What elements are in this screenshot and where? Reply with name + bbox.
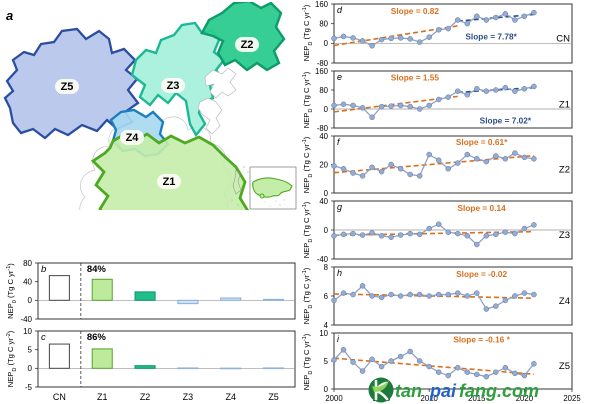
svg-text:Z3: Z3 <box>183 392 194 402</box>
svg-text:NEPD (Tg C yr-1): NEPD (Tg C yr-1) <box>302 201 314 258</box>
svg-text:40: 40 <box>23 277 32 286</box>
svg-text:Z2: Z2 <box>241 39 254 51</box>
svg-text:NEP0 (Tg C yr-1): NEP0 (Tg C yr-1) <box>6 263 18 319</box>
svg-text:80: 80 <box>23 259 32 268</box>
svg-text:Z1: Z1 <box>163 176 176 188</box>
svg-text:Z5: Z5 <box>61 81 74 93</box>
svg-text:NEPD (Tg C yr-1): NEPD (Tg C yr-1) <box>302 4 314 61</box>
svg-text:Z5: Z5 <box>268 392 279 402</box>
svg-text:Z2: Z2 <box>140 392 151 402</box>
svg-text:84%: 84% <box>87 264 107 275</box>
svg-text:0: 0 <box>28 296 33 305</box>
svg-text:NEPD (Tg C yr-2): NEPD (Tg C yr-2) <box>6 330 18 387</box>
svg-text:b: b <box>41 264 46 275</box>
svg-text:NEPD (Tg C yr-1): NEPD (Tg C yr-1) <box>302 267 314 324</box>
svg-text:-5: -5 <box>25 383 33 392</box>
svg-text:5: 5 <box>28 345 33 354</box>
svg-text:10: 10 <box>23 327 32 336</box>
svg-text:c: c <box>41 332 46 343</box>
svg-text:NEPD (Tg C yr-1): NEPD (Tg C yr-1) <box>302 71 314 128</box>
svg-text:NEPD (Tg C yr-1): NEPD (Tg C yr-1) <box>302 136 314 193</box>
svg-text:0: 0 <box>28 364 33 373</box>
svg-text:CN: CN <box>53 392 66 402</box>
svg-text:Z3: Z3 <box>167 80 180 92</box>
svg-text:-40: -40 <box>20 315 32 324</box>
svg-text:Z4: Z4 <box>126 132 140 144</box>
svg-text:Z1: Z1 <box>97 392 108 402</box>
svg-text:NEPD (Tg C yr-1): NEPD (Tg C yr-1) <box>302 333 314 390</box>
svg-text:Z4: Z4 <box>225 392 236 402</box>
svg-text:86%: 86% <box>87 332 107 343</box>
